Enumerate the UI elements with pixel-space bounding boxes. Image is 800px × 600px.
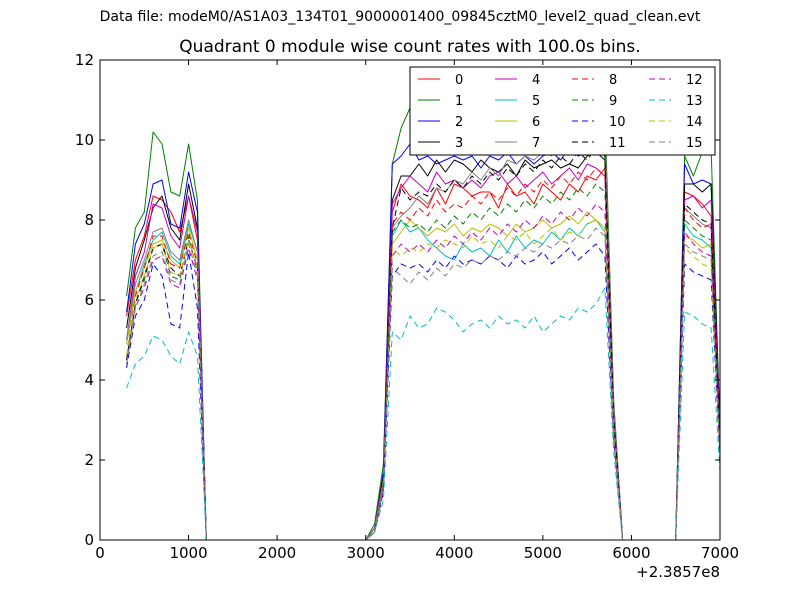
series-line-12 — [126, 203, 721, 541]
legend-label-11: 11 — [609, 136, 626, 151]
series-line-4 — [126, 163, 721, 541]
series-line-11 — [126, 147, 721, 541]
legend-label-13: 13 — [686, 94, 703, 109]
series-layer — [126, 107, 721, 541]
y-tick-label: 8 — [84, 211, 94, 229]
series-line-9 — [126, 183, 721, 541]
legend-label-9: 9 — [609, 94, 617, 109]
x-tick-label: 3000 — [347, 544, 385, 562]
legend-label-3: 3 — [455, 136, 463, 151]
series-line-15 — [126, 227, 721, 541]
x-tick-label: 4000 — [435, 544, 473, 562]
y-tick-label: 4 — [84, 371, 94, 389]
series-line-7 — [126, 127, 721, 541]
x-tick-label: 2000 — [258, 544, 296, 562]
series-line-3 — [126, 151, 721, 541]
x-tick-label: 7000 — [701, 544, 739, 562]
x-tick-label: 6000 — [612, 544, 650, 562]
legend-label-10: 10 — [609, 115, 626, 130]
x-axis-offset-label: +2.3857e8 — [636, 563, 720, 581]
y-tick-label: 6 — [84, 291, 94, 309]
legend-label-2: 2 — [455, 115, 463, 130]
y-tick-label: 12 — [75, 51, 94, 69]
legend-box — [409, 66, 716, 156]
y-tick-label: 10 — [75, 131, 94, 149]
x-tick-label: 0 — [95, 544, 105, 562]
legend-label-6: 6 — [532, 115, 540, 130]
legend-label-1: 1 — [455, 94, 463, 109]
plot-title: Quadrant 0 module wise count rates with … — [179, 37, 641, 57]
legend-label-0: 0 — [455, 73, 463, 88]
legend-label-15: 15 — [686, 136, 703, 151]
x-tick-label: 5000 — [524, 544, 562, 562]
y-tick-label: 2 — [84, 451, 94, 469]
y-tick-label: 0 — [84, 531, 94, 549]
legend-label-12: 12 — [686, 73, 703, 88]
legend-label-8: 8 — [609, 73, 617, 88]
series-line-0 — [126, 167, 721, 541]
legend-label-14: 14 — [686, 115, 703, 130]
figure-suptitle: Data file: modeM0/AS1A03_134T01_90000014… — [99, 9, 701, 25]
legend-label-7: 7 — [532, 136, 540, 151]
legend-label-4: 4 — [532, 73, 540, 88]
series-line-10 — [126, 243, 721, 541]
series-line-6 — [126, 211, 721, 541]
series-line-13 — [126, 287, 721, 541]
series-line-8 — [126, 167, 721, 541]
series-line-2 — [126, 135, 721, 541]
legend-label-5: 5 — [532, 94, 540, 109]
x-tick-label: 1000 — [169, 544, 207, 562]
series-line-1 — [126, 107, 721, 541]
